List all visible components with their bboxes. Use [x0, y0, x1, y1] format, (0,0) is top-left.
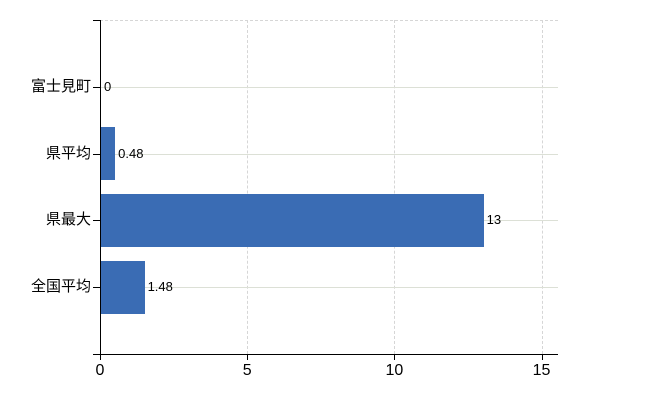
h-gridline	[100, 153, 558, 155]
bar-value-label: 0	[104, 78, 112, 94]
y-axis-label: 富士見町	[30, 77, 91, 95]
y-tick	[93, 287, 100, 289]
plot-top-border	[100, 20, 558, 21]
bar	[101, 193, 484, 247]
x-axis-label: 10	[385, 362, 404, 379]
x-tick	[100, 354, 101, 360]
bar	[101, 127, 116, 181]
v-gridline	[541, 20, 543, 354]
y-tick	[93, 220, 100, 222]
h-gridline	[100, 287, 558, 289]
x-axis-label: 5	[242, 362, 252, 379]
v-gridline	[394, 20, 396, 354]
x-axis-label: 0	[95, 362, 105, 379]
v-gridline	[247, 20, 249, 354]
y-axis-line	[100, 20, 101, 355]
y-axis-label: 全国平均	[30, 278, 91, 296]
y-tick	[93, 153, 100, 155]
bar-value-label: 13	[486, 212, 502, 228]
plot-area: 0 0.48 13 1.48	[100, 20, 558, 354]
h-gridline	[100, 86, 558, 88]
y-tick	[93, 86, 100, 88]
y-axis-label: 県平均	[45, 144, 91, 162]
y-axis-label: 県最大	[45, 211, 91, 229]
x-axis-label: 15	[532, 362, 551, 379]
x-tick	[394, 354, 396, 360]
bar-value-label: 0.48	[118, 145, 144, 161]
bar-value-label: 1.48	[147, 279, 173, 295]
x-tick	[247, 354, 249, 360]
bar	[101, 260, 145, 314]
y-tick	[93, 20, 100, 21]
x-tick	[541, 354, 543, 360]
x-axis-line	[93, 354, 558, 355]
